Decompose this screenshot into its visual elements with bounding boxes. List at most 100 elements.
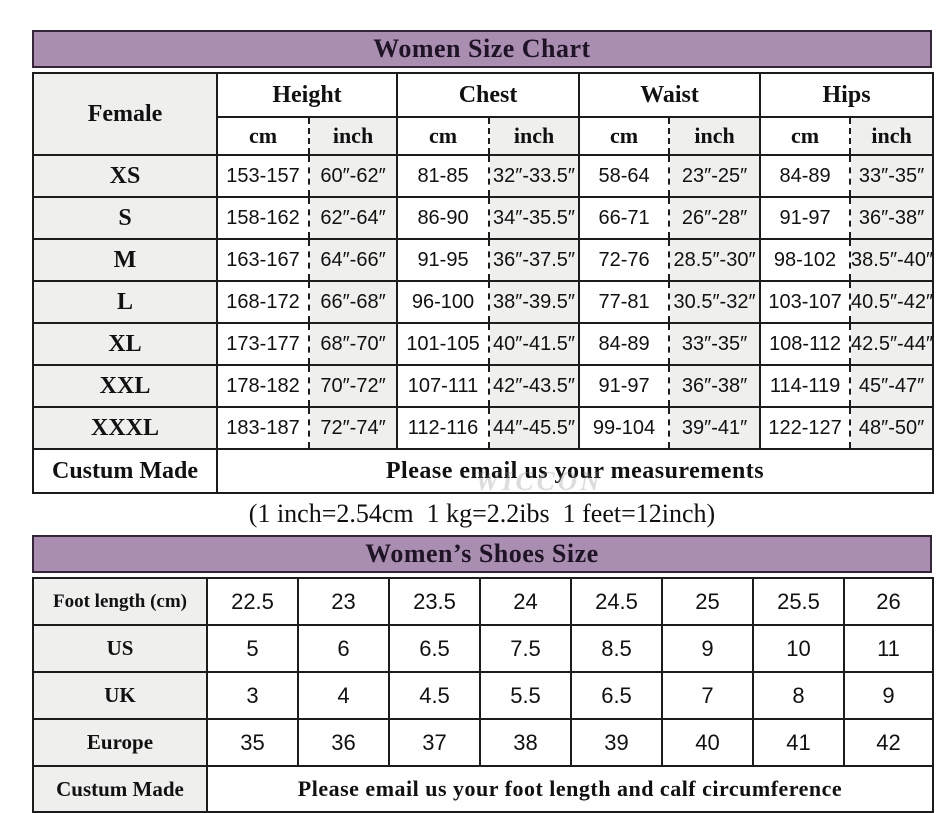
- hips-inch-cell: 45″-47″: [849, 364, 935, 408]
- size-label: XL: [32, 322, 218, 366]
- group-header-row: Female Height Chest Waist Hips: [32, 72, 935, 156]
- unit-inch-cell: inch: [488, 116, 581, 156]
- women-size-chart-table: Female Height Chest Waist Hips cm inch c…: [32, 72, 935, 494]
- height-inch-cell: 66″-68″: [307, 280, 399, 324]
- uk-value: 4.5: [388, 671, 481, 720]
- unit-inch-cell: inch: [307, 116, 399, 156]
- us-value: 11: [843, 624, 934, 673]
- waist-cm-cell: 72-76: [578, 238, 671, 282]
- europe-value: 42: [843, 718, 934, 767]
- uk-value: 6.5: [570, 671, 663, 720]
- shoes-custom-made-row: Custum Made Please email us your foot le…: [32, 765, 934, 813]
- europe-value: 37: [388, 718, 481, 767]
- chest-cm-cell: 91-95: [396, 238, 491, 282]
- chest-inch-cell: 32″-33.5″: [488, 154, 581, 198]
- height-cm-cell: 153-157: [216, 154, 310, 198]
- unit-cm-cell: cm: [216, 116, 310, 156]
- foot-length-value: 22.5: [206, 577, 299, 626]
- hips-cm-cell: 108-112: [759, 322, 852, 366]
- us-value: 5: [206, 624, 299, 673]
- size-label: XS: [32, 154, 218, 198]
- foot-length-value: 23.5: [388, 577, 481, 626]
- europe-value: 41: [752, 718, 845, 767]
- height-header-cell: Height: [215, 72, 399, 118]
- chest-cm-cell: 81-85: [396, 154, 491, 198]
- women-size-chart-title-bar: Women Size Chart: [32, 30, 932, 68]
- us-value: 10: [752, 624, 845, 673]
- hips-header-cell: Hips: [759, 72, 935, 118]
- hips-cm-cell: 103-107: [759, 280, 852, 324]
- waist-inch-cell: 26″-28″: [668, 196, 762, 240]
- foot-length-value: 23: [297, 577, 390, 626]
- europe-value: 35: [206, 718, 299, 767]
- uk-size-row: UK 3 4 4.5 5.5 6.5 7 8 9: [32, 671, 934, 720]
- hips-cm-cell: 114-119: [759, 364, 852, 408]
- height-inch-cell: 60″-62″: [307, 154, 399, 198]
- custom-made-message-cell: WICCON Please email us your measurements: [215, 448, 935, 494]
- chest-cm-cell: 112-116: [396, 406, 491, 450]
- size-row-xxl: XXL 178-182 70″-72″ 107-111 42″-43.5″ 91…: [32, 364, 935, 408]
- chest-inch-cell: 38″-39.5″: [488, 280, 581, 324]
- waist-cm-cell: 99-104: [578, 406, 671, 450]
- hips-inch-cell: 33″-35″: [849, 154, 935, 198]
- hips-inch-cell: 48″-50″: [849, 406, 935, 450]
- women-shoes-size-table: Foot length (cm) 22.5 23 23.5 24 24.5 25…: [32, 577, 934, 813]
- europe-value: 38: [479, 718, 572, 767]
- size-row-s: S 158-162 62″-64″ 86-90 34″-35.5″ 66-71 …: [32, 196, 935, 240]
- size-label: M: [32, 238, 218, 282]
- size-label: XXL: [32, 364, 218, 408]
- height-cm-cell: 178-182: [216, 364, 310, 408]
- height-cm-cell: 173-177: [216, 322, 310, 366]
- height-inch-cell: 68″-70″: [307, 322, 399, 366]
- foot-length-value: 25.5: [752, 577, 845, 626]
- shoes-custom-made-label: Custum Made: [32, 765, 208, 813]
- europe-value: 40: [661, 718, 754, 767]
- foot-length-row: Foot length (cm) 22.5 23 23.5 24 24.5 25…: [32, 577, 934, 626]
- waist-inch-cell: 36″-38″: [668, 364, 762, 408]
- hips-inch-cell: 36″-38″: [849, 196, 935, 240]
- hips-cm-cell: 98-102: [759, 238, 852, 282]
- custom-made-row: Custum Made WICCON Please email us your …: [32, 448, 935, 494]
- size-row-xxxl: XXXL 183-187 72″-74″ 112-116 44″-45.5″ 9…: [32, 406, 935, 450]
- waist-inch-cell: 23″-25″: [668, 154, 762, 198]
- height-cm-cell: 163-167: [216, 238, 310, 282]
- chest-inch-cell: 34″-35.5″: [488, 196, 581, 240]
- custom-made-message: Please email us your measurements: [385, 457, 765, 484]
- us-value: 7.5: [479, 624, 572, 673]
- height-inch-cell: 70″-72″: [307, 364, 399, 408]
- waist-header-cell: Waist: [578, 72, 762, 118]
- hips-inch-cell: 38.5″-40″: [849, 238, 935, 282]
- chest-cm-cell: 86-90: [396, 196, 491, 240]
- unit-cm-cell: cm: [759, 116, 852, 156]
- chest-inch-cell: 44″-45.5″: [488, 406, 581, 450]
- size-row-xl: XL 173-177 68″-70″ 101-105 40″-41.5″ 84-…: [32, 322, 935, 366]
- waist-cm-cell: 58-64: [578, 154, 671, 198]
- europe-value: 39: [570, 718, 663, 767]
- waist-inch-cell: 39″-41″: [668, 406, 762, 450]
- chest-header-cell: Chest: [396, 72, 581, 118]
- uk-value: 4: [297, 671, 390, 720]
- foot-length-label: Foot length (cm): [32, 577, 208, 626]
- height-cm-cell: 183-187: [216, 406, 310, 450]
- shoes-size-title: Women’s Shoes Size: [365, 539, 599, 568]
- unit-cm-cell: cm: [578, 116, 671, 156]
- hips-cm-cell: 122-127: [759, 406, 852, 450]
- us-value: 6.5: [388, 624, 481, 673]
- chest-cm-cell: 107-111: [396, 364, 491, 408]
- custom-made-label: Custum Made: [32, 448, 218, 494]
- women-size-chart-title: Women Size Chart: [373, 34, 591, 63]
- waist-cm-cell: 91-97: [578, 364, 671, 408]
- waist-inch-cell: 30.5″-32″: [668, 280, 762, 324]
- unit-cm-cell: cm: [396, 116, 491, 156]
- europe-label: Europe: [32, 718, 208, 767]
- waist-inch-cell: 28.5″-30″: [668, 238, 762, 282]
- foot-length-value: 24.5: [570, 577, 663, 626]
- size-row-l: L 168-172 66″-68″ 96-100 38″-39.5″ 77-81…: [32, 280, 935, 324]
- size-row-m: M 163-167 64″-66″ 91-95 36″-37.5″ 72-76 …: [32, 238, 935, 282]
- hips-cm-cell: 91-97: [759, 196, 852, 240]
- uk-value: 7: [661, 671, 754, 720]
- unit-inch-cell: inch: [849, 116, 935, 156]
- female-header-cell: Female: [32, 72, 218, 156]
- uk-value: 3: [206, 671, 299, 720]
